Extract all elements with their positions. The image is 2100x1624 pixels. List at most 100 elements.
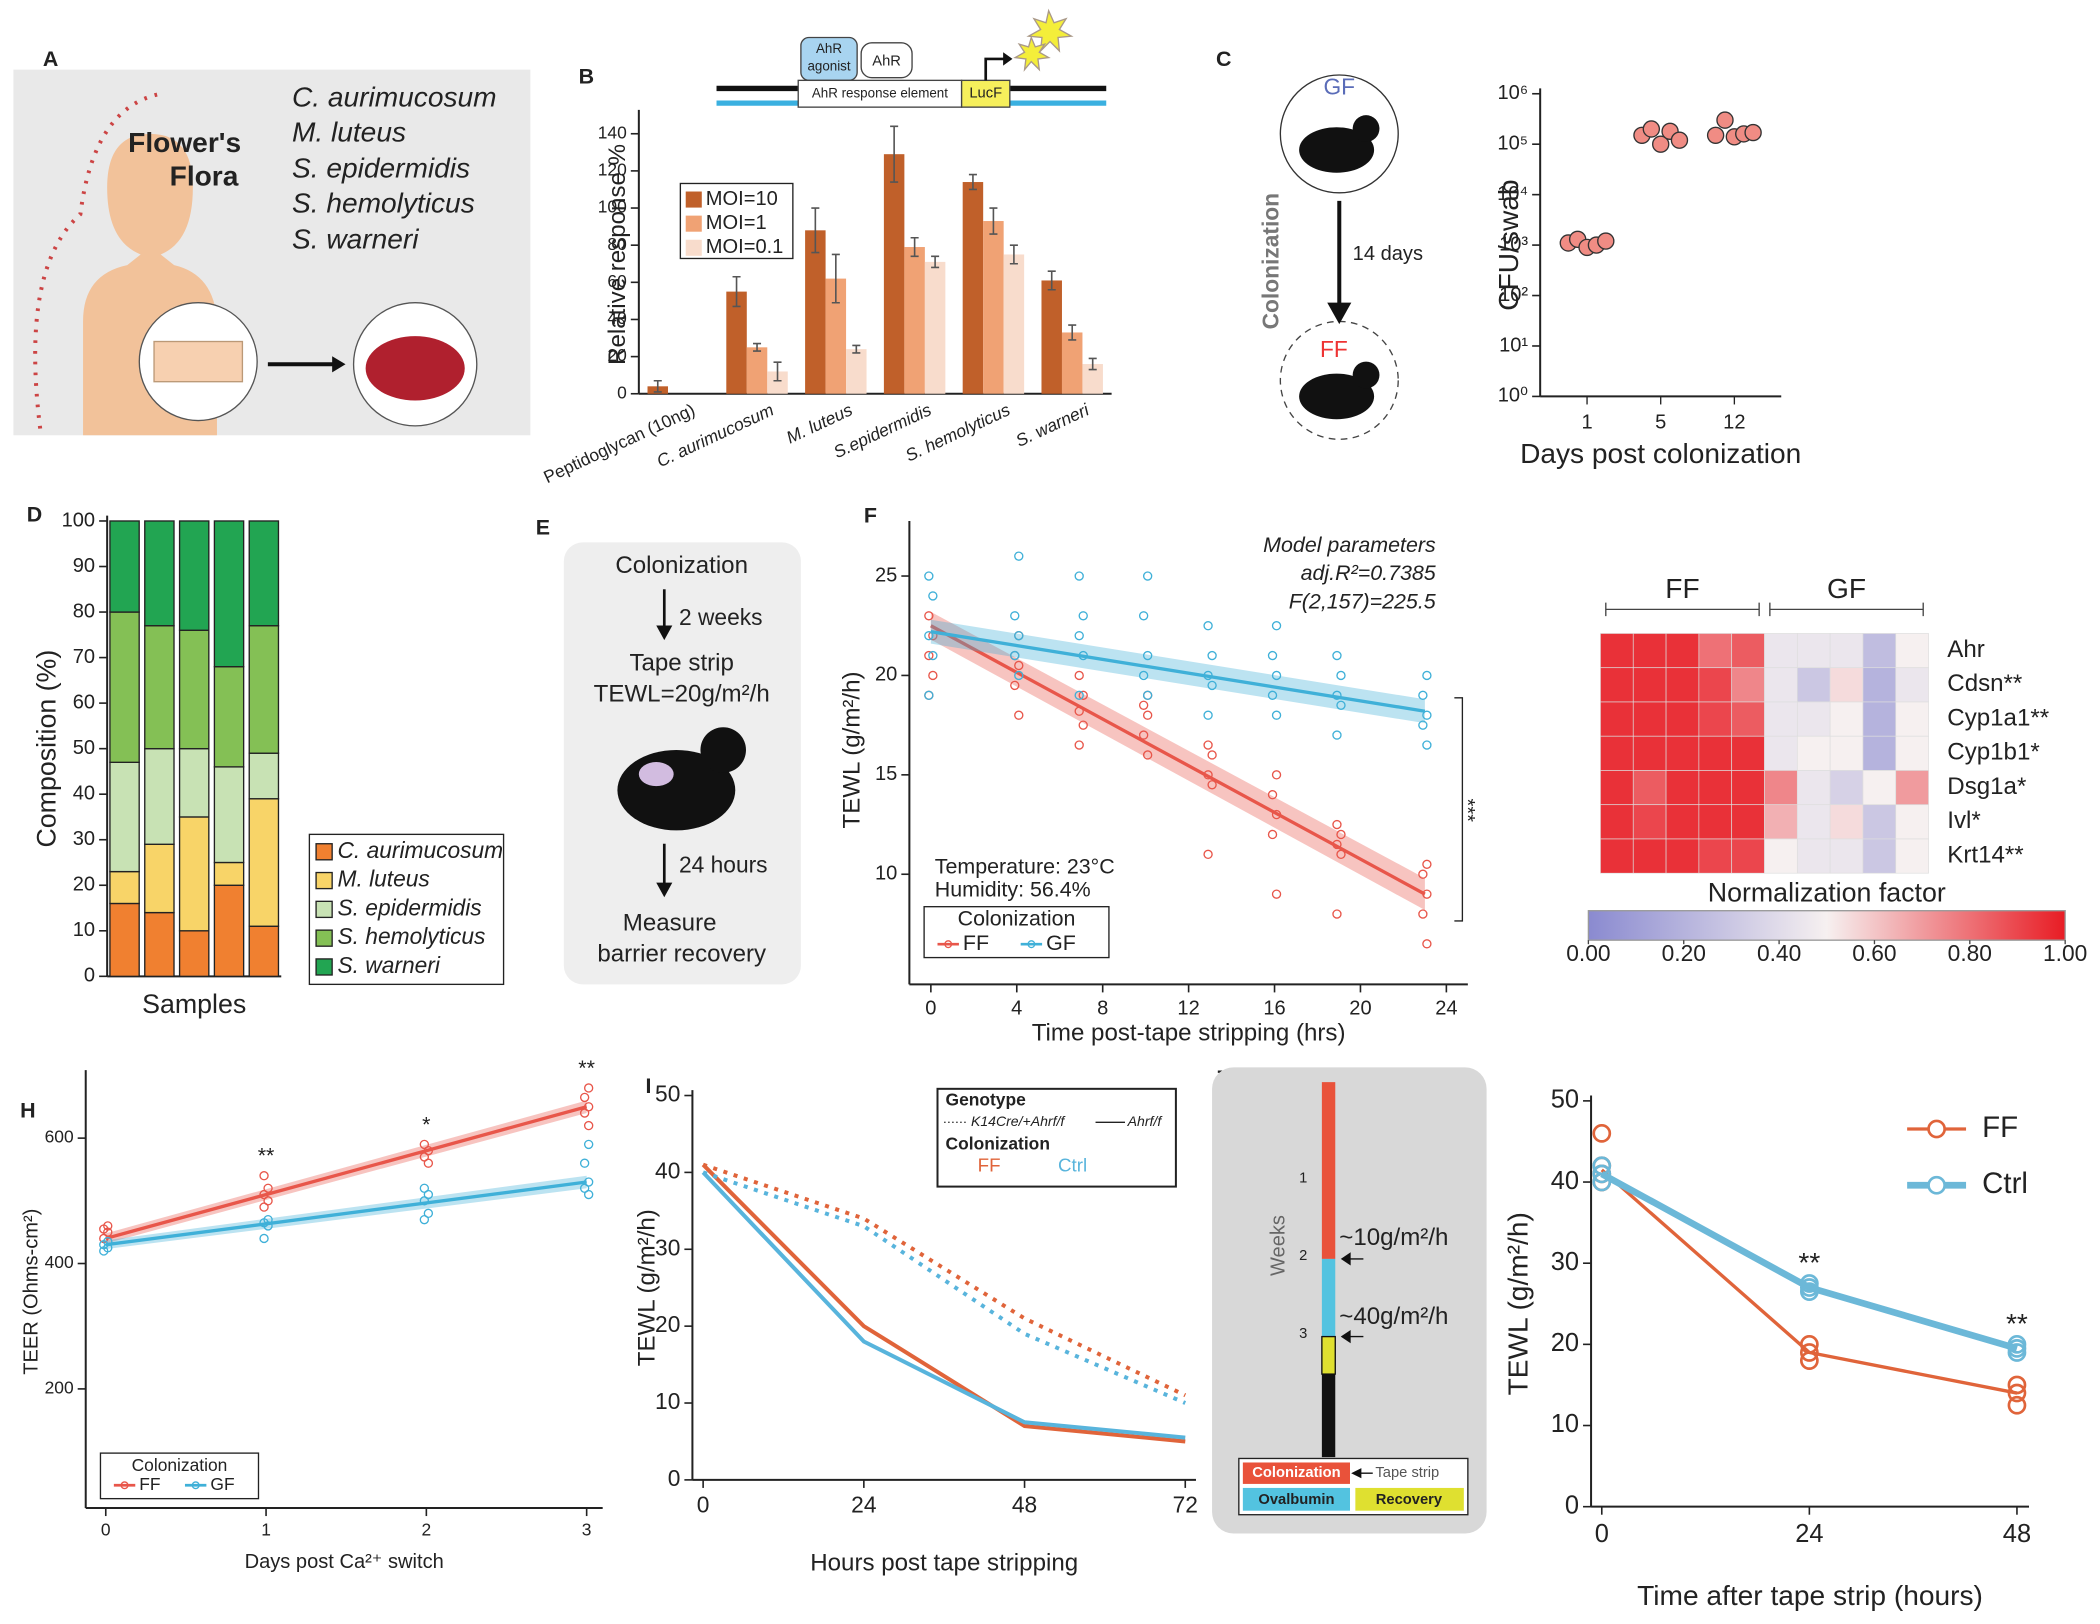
x-tick-label: 4 (1011, 997, 1022, 1019)
fit-line (930, 624, 1426, 896)
y-tick-label: 70 (73, 646, 95, 668)
heatmap-cell (1632, 770, 1667, 806)
axis-label: Weeks (1267, 1215, 1289, 1276)
legend-swatch (685, 215, 702, 232)
legend-swatch (1242, 1487, 1350, 1511)
x-tick-label: 24 (1435, 997, 1457, 1019)
heatmap-cell (1829, 770, 1864, 806)
heatmap-cell (1698, 667, 1733, 703)
bar (746, 347, 768, 394)
y-tick-label: 40 (1551, 1167, 1579, 1195)
data-point (1422, 889, 1432, 899)
error-bar (1047, 270, 1056, 291)
bar-segment (248, 798, 280, 927)
data-point (1422, 740, 1432, 750)
data-point (1074, 690, 1084, 701)
bar (1041, 280, 1062, 394)
y-axis-label: Composition (%) (31, 650, 61, 848)
line (701, 1163, 1186, 1444)
y-axis-label: Relative response % (604, 144, 631, 365)
data-point (1418, 909, 1428, 919)
y-tick-label: 0 (84, 965, 95, 987)
data-point (1203, 849, 1213, 860)
colorbar-tick-label: 1.00 (2043, 940, 2087, 966)
data-point (1203, 740, 1213, 750)
colorbar-tick-label: 0.00 (1566, 940, 1610, 966)
data-point (1074, 706, 1084, 716)
heatmap-cell (1764, 770, 1798, 806)
data-point (1271, 770, 1282, 780)
legend-label: K14Cre/+Ahrf/f (971, 1113, 1066, 1129)
colorbar-tick-label: 0.80 (1948, 940, 1992, 966)
data-point (1332, 690, 1342, 701)
bar-segment (178, 520, 210, 631)
step: Measure (623, 909, 717, 936)
row-label: Krt14** (1947, 841, 2023, 868)
error-bar (1088, 357, 1097, 371)
data-point (263, 1214, 273, 1225)
data-point (103, 1236, 113, 1247)
panel-letter: C (1216, 47, 1231, 71)
data-point (259, 1233, 269, 1244)
legend-box (99, 1452, 260, 1500)
data-point (1010, 650, 1020, 661)
y-tick-label: 10⁵ (1497, 132, 1528, 154)
y-tick-label: 50 (655, 1081, 680, 1107)
data-point (1203, 710, 1213, 720)
week-tick: 1 (1299, 1170, 1307, 1186)
data-point (2007, 1383, 2027, 1403)
significance-bracket (1454, 697, 1464, 922)
bar-segment (144, 520, 175, 627)
error-bar (753, 342, 762, 352)
heatmap-cell (1764, 701, 1798, 737)
legend-label: FF (963, 931, 989, 955)
data-point (583, 1083, 594, 1093)
heatmap-cell (1698, 701, 1733, 737)
row-label: Ahr (1947, 636, 1985, 663)
heatmap-cell (1862, 735, 1897, 771)
heatmap-cell (1665, 770, 1700, 806)
heatmap-cell (1600, 735, 1634, 771)
heatmap-cell (1632, 701, 1667, 737)
heatmap-cell (1829, 633, 1864, 669)
error-bar (653, 379, 662, 393)
bar-segment (178, 816, 210, 932)
significance: ** (578, 1056, 595, 1080)
data-point (1271, 670, 1282, 681)
colonization-diagram: GF FF Colonization 14 days (1257, 73, 1423, 440)
y-tick-label: 10 (1551, 1410, 1579, 1438)
data-point (1418, 869, 1428, 879)
group-label: FF (1665, 573, 1699, 604)
heatmap-cell (1895, 770, 1929, 806)
data-point (1422, 710, 1432, 720)
y-tick-label: 10¹ (1499, 334, 1528, 356)
legend-marker (944, 940, 953, 949)
bar (726, 291, 747, 394)
significance: ** (1798, 1247, 1820, 1278)
data-point (419, 1139, 430, 1150)
data-point (1592, 1164, 1612, 1184)
bar (1003, 254, 1025, 394)
data-point (1142, 750, 1153, 760)
data-point (1010, 611, 1020, 621)
group-bracket (1769, 602, 1924, 617)
data-point (1078, 650, 1088, 661)
bar-segment (144, 625, 175, 750)
receptor-label: AhR (872, 53, 901, 69)
data-point (1203, 670, 1213, 681)
legend-swatch (315, 958, 333, 976)
row-label: Cyp1b1* (1947, 739, 2039, 766)
species: S. epidermidis (292, 153, 470, 184)
step: barrier recovery (597, 940, 766, 967)
data-point (1207, 650, 1217, 661)
heatmap-cell (1829, 701, 1864, 737)
panel-letter: H (20, 1098, 35, 1122)
data-point (924, 690, 934, 701)
heatmap-cell (1632, 735, 1667, 771)
data-point (1078, 720, 1088, 730)
y-tick-label: 140 (598, 122, 627, 142)
data-point (1332, 730, 1342, 740)
bar (904, 247, 925, 394)
y-axis-label: TEWL (g/m²/h) (1503, 1212, 1534, 1395)
